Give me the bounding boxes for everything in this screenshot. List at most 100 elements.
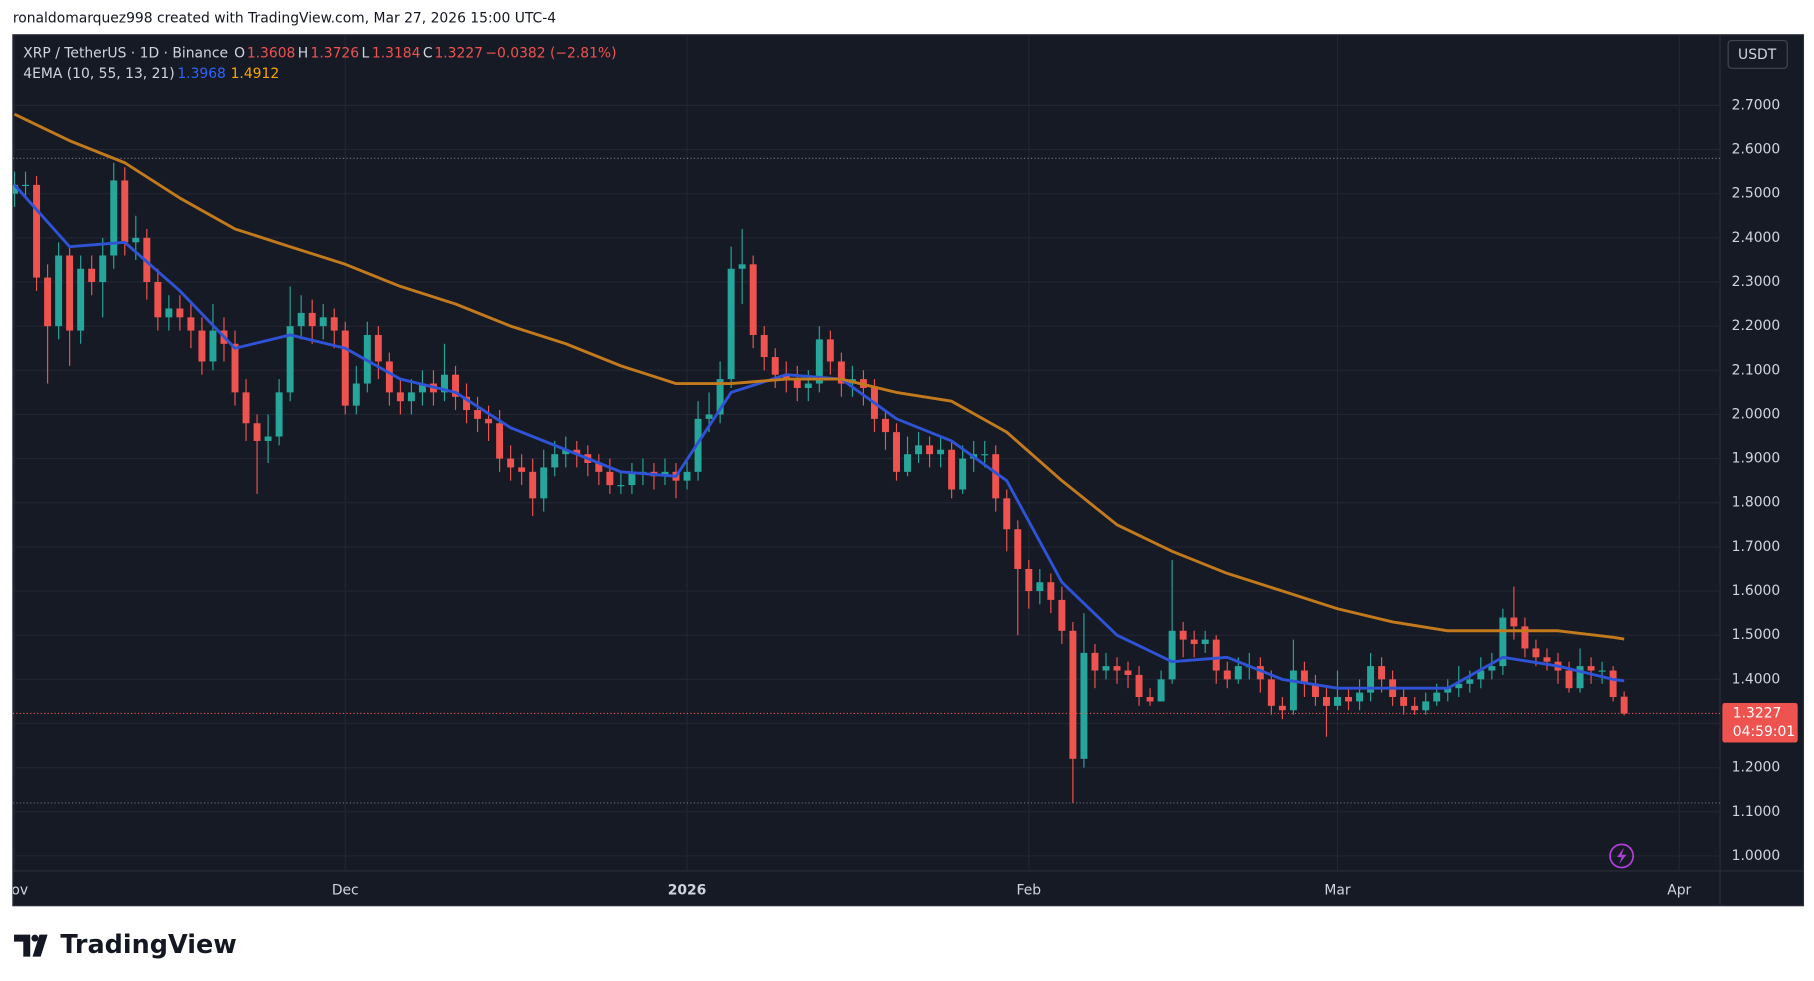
candle-body (1014, 529, 1022, 569)
candle-body (727, 268, 735, 380)
candle-body (1091, 652, 1099, 671)
candle-body (308, 312, 316, 327)
candle-body (1102, 666, 1110, 671)
candle-body (1267, 679, 1275, 706)
candle-body (837, 361, 845, 384)
candle-body (771, 357, 779, 375)
candle-body (782, 374, 790, 380)
y-tick-label: 1.1000 (1732, 804, 1781, 820)
candle-body (937, 449, 945, 455)
candle-body (231, 343, 239, 393)
candle-body (33, 184, 41, 278)
candle-body (804, 383, 812, 388)
candle-body (1190, 639, 1198, 645)
candle-body (628, 471, 636, 486)
y-tick-label: 2.4000 (1732, 230, 1781, 246)
candle-body (705, 414, 713, 419)
candle-body (1322, 697, 1330, 706)
candle-body (242, 392, 250, 424)
y-tick-label: 2.5000 (1732, 186, 1781, 202)
candle-body (1345, 697, 1352, 702)
candle-body (297, 312, 305, 327)
candle-body (374, 334, 382, 362)
y-tick-label: 2.0000 (1732, 406, 1781, 422)
y-tick-label: 2.3000 (1732, 274, 1781, 290)
candle-body (1378, 666, 1386, 680)
candle-body (485, 418, 493, 424)
candle-body (893, 432, 900, 472)
candle-body (1256, 666, 1264, 680)
candle-body (330, 317, 338, 331)
currency: USDT (1738, 47, 1777, 63)
candle-body (1300, 670, 1308, 684)
candle-body (1334, 697, 1341, 706)
candle-body (760, 334, 768, 358)
ohlc-key: L (361, 45, 369, 61)
price-tag-value: 1.3227 (1733, 705, 1782, 721)
y-tick-label: 1.6000 (1732, 583, 1781, 599)
candle-body (418, 383, 426, 393)
candle-body (165, 308, 173, 318)
y-tick-label: 1.5000 (1732, 627, 1781, 643)
candle-body (22, 184, 30, 187)
candle-body (176, 308, 184, 318)
candle-body (1113, 666, 1121, 671)
candle-body (286, 326, 294, 393)
candle-body (904, 454, 912, 472)
candle-body (1168, 630, 1176, 680)
candle-body (1289, 670, 1297, 711)
indicator-value: 1.3968 (177, 66, 226, 82)
x-tick-label: Feb (1017, 883, 1042, 899)
y-tick-label: 1.0000 (1732, 848, 1781, 864)
candle-body (1311, 683, 1319, 698)
y-tick-label: 1.4000 (1732, 671, 1781, 687)
ohlc-value: 1.3726 (311, 45, 360, 61)
candle-body (121, 180, 129, 243)
candle-body (540, 467, 548, 499)
candle-body (452, 374, 459, 397)
ohlc-value: 1.3608 (247, 45, 296, 61)
candle-body (1003, 498, 1011, 530)
candle-body (573, 449, 581, 455)
candle-body (441, 374, 448, 393)
candle-body (1080, 652, 1088, 759)
candle-body (275, 392, 283, 437)
candle-body (1047, 582, 1055, 600)
candle-body (738, 264, 746, 269)
candle-body (1124, 670, 1132, 675)
candle-body (1223, 670, 1231, 680)
candle-body (507, 458, 515, 468)
x-tick-label: Nov (1, 883, 28, 899)
candle-body (319, 317, 327, 327)
candle-body (959, 458, 967, 490)
candle-body (716, 379, 724, 415)
candle-body (132, 237, 140, 243)
candle-body (1400, 697, 1408, 706)
candle-body (1488, 666, 1496, 671)
candle-body (595, 463, 603, 472)
candle-body (264, 436, 272, 441)
candle-body (1444, 688, 1452, 693)
candle-body (1367, 666, 1375, 693)
candle-body (1179, 630, 1187, 640)
candle-body (948, 449, 956, 490)
y-tick-label: 2.6000 (1732, 142, 1781, 158)
candle-body (1157, 679, 1165, 702)
candle-body (1576, 666, 1584, 689)
candle-body (915, 445, 923, 455)
candle-body (187, 317, 195, 331)
candle-body (55, 255, 63, 327)
candle-body (562, 449, 570, 455)
header: ronaldomarquez998 created with TradingVi… (13, 11, 556, 27)
candle-body (1598, 670, 1606, 672)
alert-icon[interactable] (1609, 843, 1635, 869)
candle-body (341, 330, 349, 406)
x-tick-label: Dec (332, 883, 359, 899)
currency-box[interactable] (1727, 39, 1788, 69)
candle-body (396, 392, 404, 402)
plot-area (12, 112, 1721, 804)
candle-body (1422, 701, 1430, 711)
candle-body (1356, 692, 1364, 702)
logo-mark (14, 934, 48, 957)
